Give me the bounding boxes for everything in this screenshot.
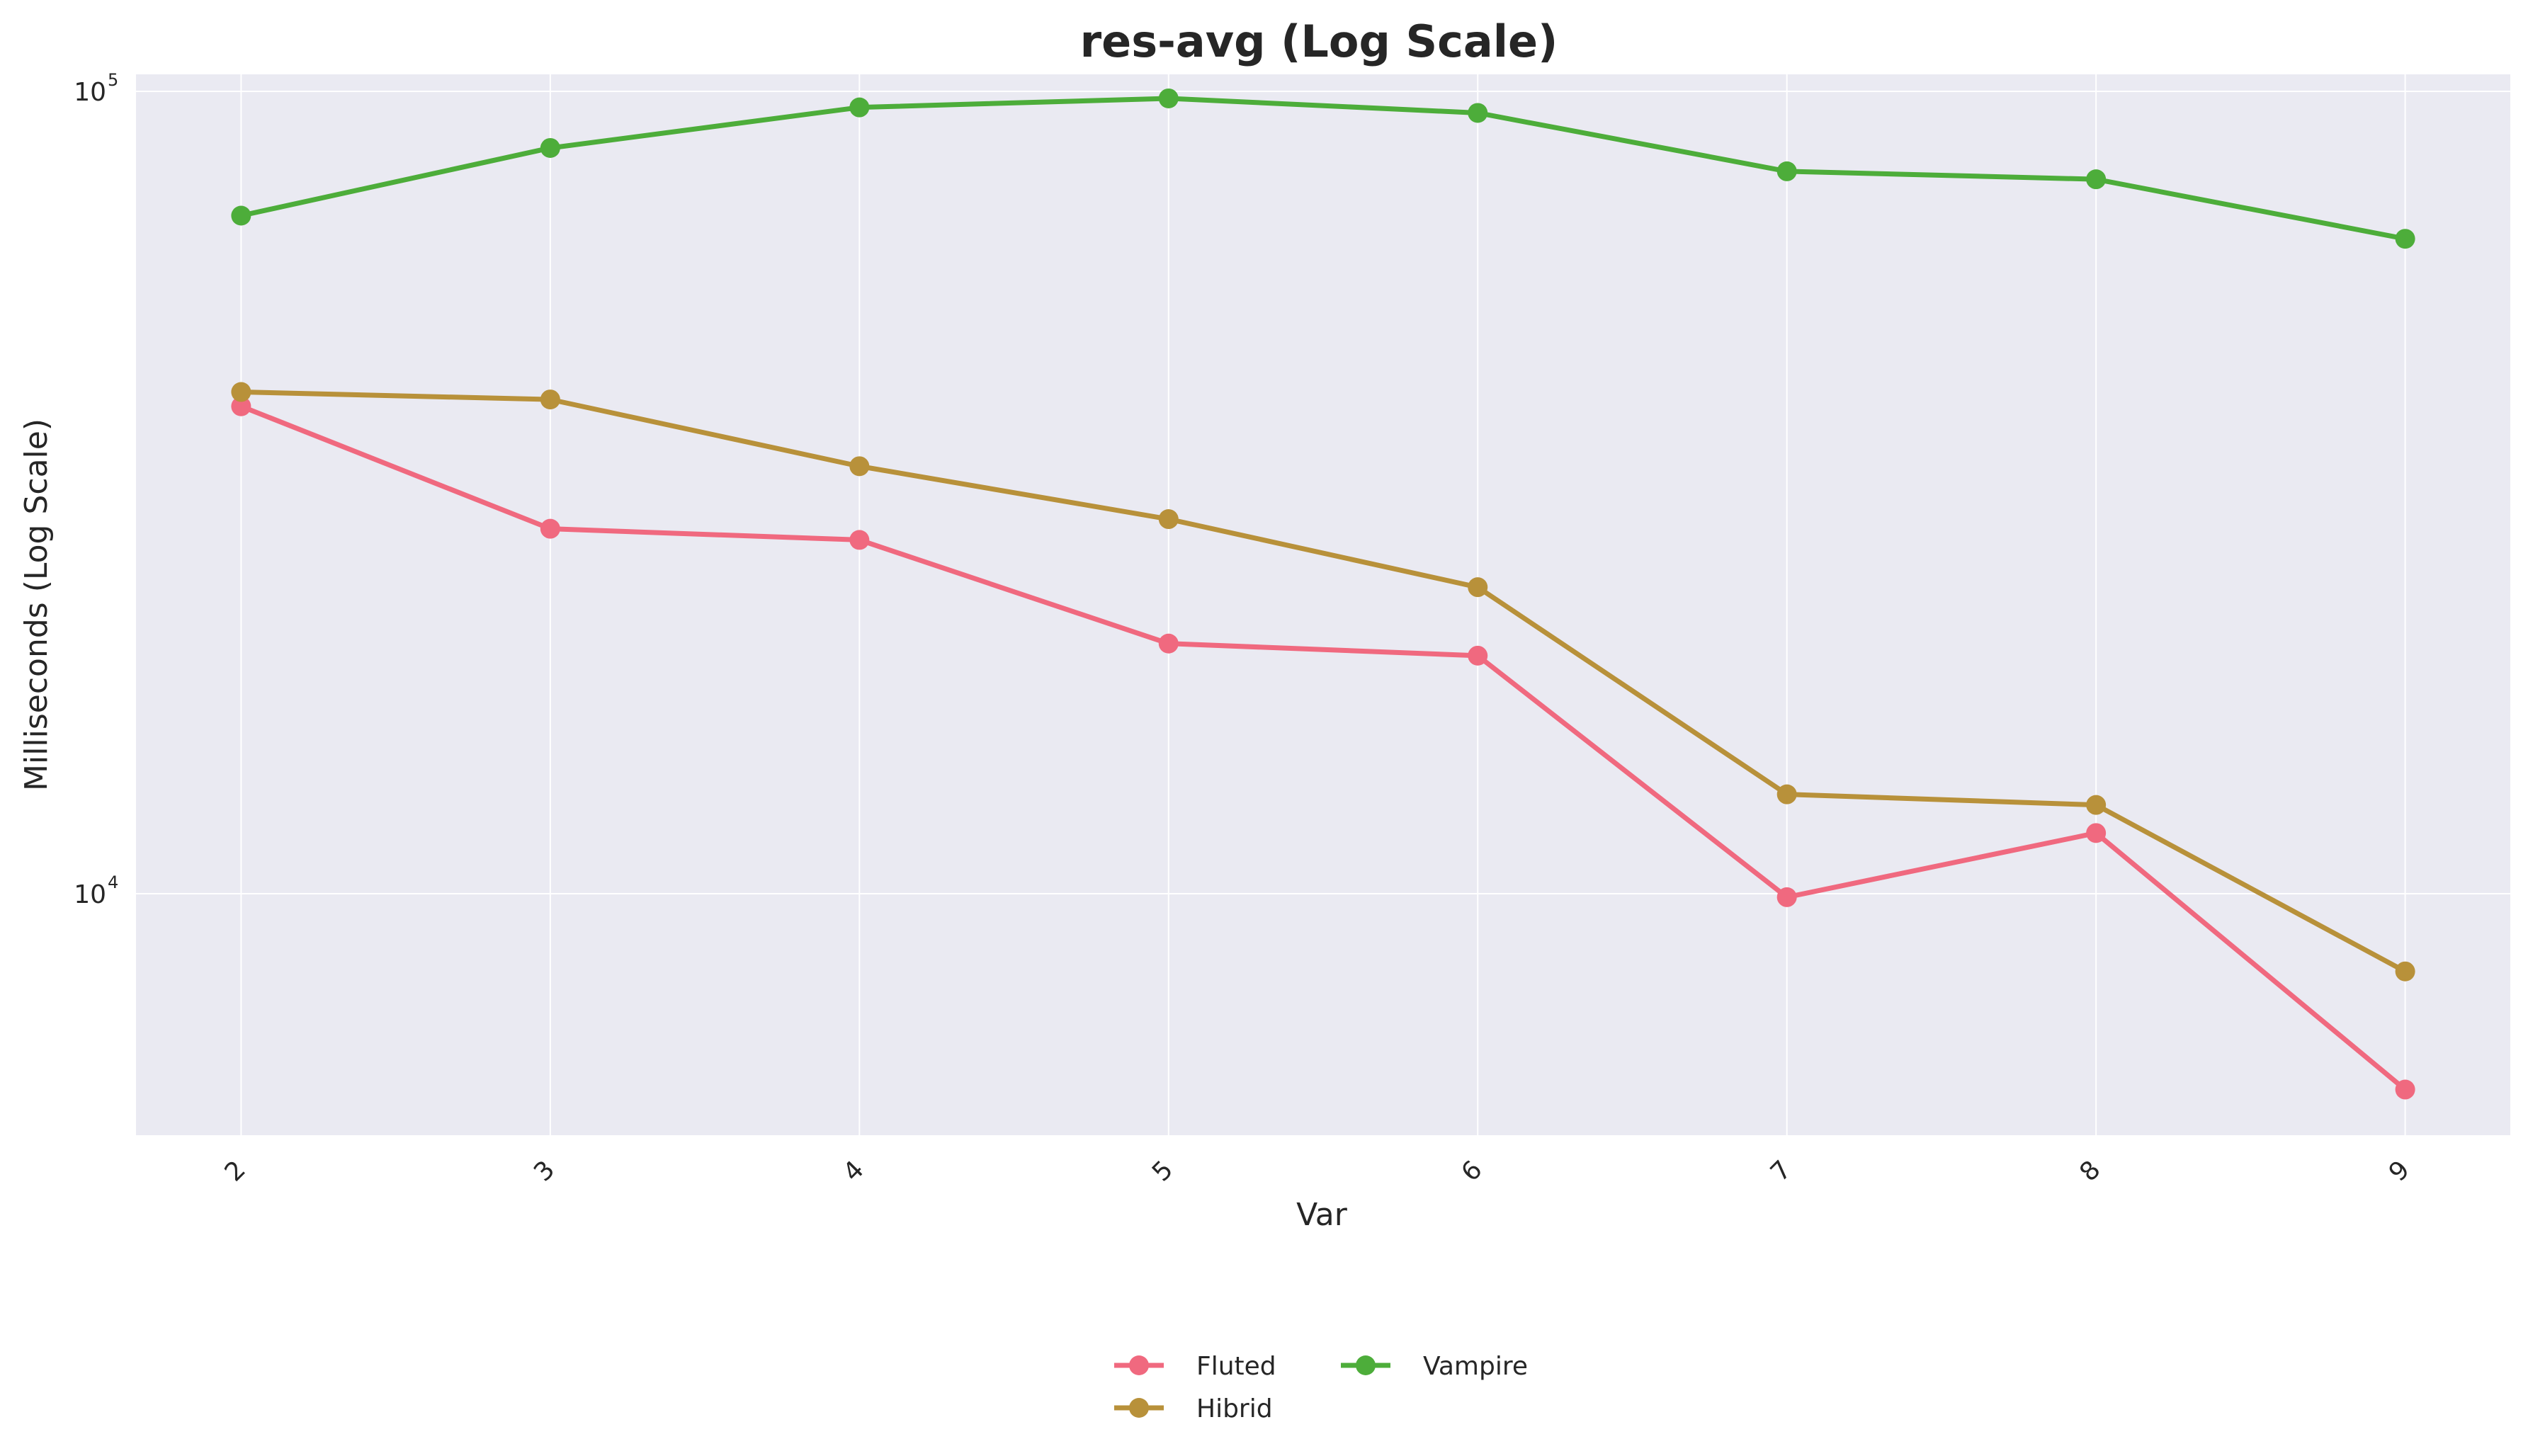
data-point-fluted [231, 396, 251, 416]
data-point-fluted [2086, 823, 2107, 843]
x-tick-label: 2 [220, 1155, 251, 1187]
x-tick-label: 3 [528, 1155, 560, 1187]
x-tick-label: 9 [2384, 1155, 2415, 1187]
legend-label: Hibrid [1196, 1394, 1273, 1423]
data-point-fluted [1468, 645, 1488, 666]
data-point-fluted [2395, 1079, 2415, 1100]
legend-item-hibrid[interactable]: Hibrid [1114, 1394, 1273, 1423]
data-point-vampire [2086, 169, 2107, 190]
legend-marker [1356, 1355, 1376, 1375]
x-tick-label: 6 [1456, 1155, 1488, 1187]
data-point-hibrid [231, 382, 251, 402]
data-point-hibrid [2086, 795, 2107, 815]
x-tick-label: 7 [1765, 1155, 1797, 1187]
data-point-hibrid [1158, 509, 1179, 530]
data-point-vampire [849, 97, 870, 118]
data-point-vampire [231, 205, 251, 226]
data-point-vampire [1158, 88, 1179, 108]
data-point-vampire [1468, 103, 1488, 123]
data-point-fluted [849, 530, 870, 550]
legend-item-vampire[interactable]: Vampire [1341, 1352, 1528, 1381]
data-point-fluted [540, 518, 560, 539]
y-tick-exponent: 4 [108, 872, 118, 892]
data-point-hibrid [1776, 784, 1797, 804]
y-tick-label: 10 [74, 880, 106, 909]
data-point-hibrid [849, 456, 870, 477]
x-axis-label: Var [1296, 1197, 1348, 1233]
x-tick-label: 8 [2074, 1155, 2106, 1187]
x-tick-label: 4 [838, 1155, 870, 1187]
y-tick-exponent: 5 [108, 70, 118, 90]
data-point-hibrid [540, 389, 560, 410]
x-tick-labels: 2 3 4 5 6 7 8 9 [220, 1155, 2415, 1187]
chart-title: res-avg (Log Scale) [1080, 16, 1558, 67]
data-point-hibrid [2395, 961, 2415, 982]
legend[interactable]: Fluted Hibrid Vampire [1114, 1352, 1528, 1423]
data-point-vampire [1776, 161, 1797, 181]
legend-marker [1129, 1398, 1149, 1418]
series-line-hibrid [241, 389, 2407, 974]
series-line-vampire [240, 96, 2406, 241]
data-point-fluted [1158, 633, 1179, 654]
series-layer [231, 88, 2415, 1100]
legend-marker [1129, 1355, 1149, 1375]
grid-lines [136, 74, 2510, 1135]
data-point-fluted [1776, 887, 1797, 907]
legend-item-fluted[interactable]: Fluted [1114, 1352, 1276, 1381]
plot-area [136, 74, 2510, 1135]
data-point-vampire [2395, 229, 2415, 249]
legend-label: Fluted [1196, 1352, 1276, 1381]
y-axis-label: Milliseconds (Log Scale) [18, 419, 55, 791]
series-line-fluted [240, 404, 2407, 1092]
y-tick-label: 10 [74, 78, 106, 107]
data-point-hibrid [1468, 577, 1488, 598]
data-point-vampire [540, 137, 560, 158]
x-tick-label: 5 [1147, 1155, 1179, 1187]
legend-label: Vampire [1423, 1352, 1528, 1381]
